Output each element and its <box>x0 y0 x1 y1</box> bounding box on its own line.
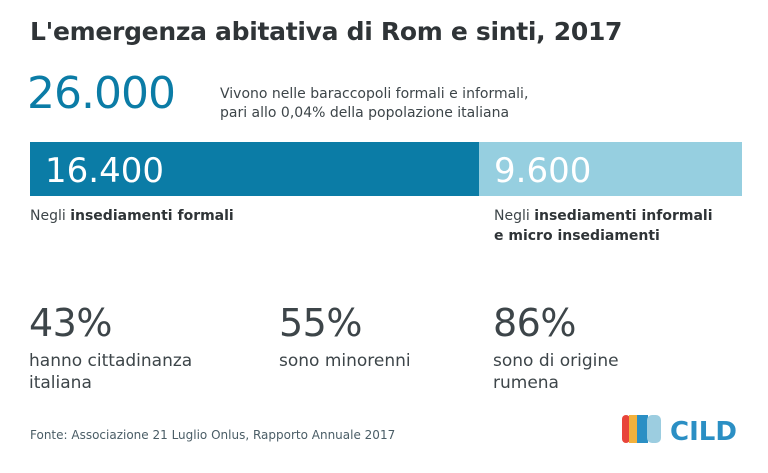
source-note: Fonte: Associazione 21 Luglio Onlus, Rap… <box>30 428 396 442</box>
bar-segment-formal-value: 16.400 <box>45 151 164 191</box>
stacked-bar-chart: 16.400 9.600 <box>30 142 742 196</box>
total-description: Vivono nelle baraccopoli formali e infor… <box>220 85 580 123</box>
logo-stripe-red <box>622 415 630 443</box>
cild-logo-icon: CILD <box>622 415 737 447</box>
bar-segment-informal <box>479 142 742 196</box>
stat-citizenship: 43% hanno cittadinanza italiana <box>29 304 229 394</box>
page-title: L'emergenza abitativa di Rom e sinti, 20… <box>30 17 623 46</box>
stat-citizenship-label-line-1: hanno cittadinanza <box>29 351 193 371</box>
stat-citizenship-label-line-2: italiana <box>29 373 92 393</box>
cild-logo: CILD <box>622 414 747 447</box>
cild-logo-text: CILD <box>670 417 737 444</box>
segment-label-informal-prefix: Negli <box>494 208 535 224</box>
bar-segment-formal <box>30 142 479 196</box>
bar-segment-informal-value: 9.600 <box>494 151 591 191</box>
stat-minors: 55% sono minorenni <box>279 304 479 372</box>
stat-romanian-origin-value: 86% <box>493 301 576 345</box>
logo-stripe-yellow <box>629 415 638 443</box>
segment-label-informal-bold-2: e micro insediamenti <box>494 228 660 244</box>
segment-label-informal-bold: insediamenti informali <box>534 208 713 224</box>
total-description-line-1: Vivono nelle baraccopoli formali e infor… <box>220 86 529 102</box>
logo-stripe-light-blue <box>647 415 661 443</box>
stat-minors-label-line-1: sono minorenni <box>279 351 411 371</box>
stat-romanian-origin-label-line-1: sono di origine <box>493 351 619 371</box>
stacked-bar-svg: 16.400 9.600 <box>30 142 742 196</box>
stat-citizenship-label: hanno cittadinanza italiana <box>29 350 229 394</box>
segment-label-formal-prefix: Negli <box>30 208 71 224</box>
stat-citizenship-value: 43% <box>29 301 112 345</box>
stat-minors-value: 55% <box>279 301 362 345</box>
stat-romanian-origin-label-line-2: rumena <box>493 373 559 393</box>
segment-label-formal-bold: insediamenti formali <box>70 208 234 224</box>
segment-label-informal: Negli insediamenti informali e micro ins… <box>494 206 754 246</box>
segment-label-formal: Negli insediamenti formali <box>30 206 234 226</box>
total-description-line-2: pari allo 0,04% della popolazione italia… <box>220 105 510 121</box>
logo-stripe-blue <box>637 415 648 443</box>
total-value: 26.000 <box>27 68 176 119</box>
stat-romanian-origin: 86% sono di origine rumena <box>493 304 693 394</box>
stat-minors-label: sono minorenni <box>279 350 479 372</box>
stat-romanian-origin-label: sono di origine rumena <box>493 350 693 394</box>
